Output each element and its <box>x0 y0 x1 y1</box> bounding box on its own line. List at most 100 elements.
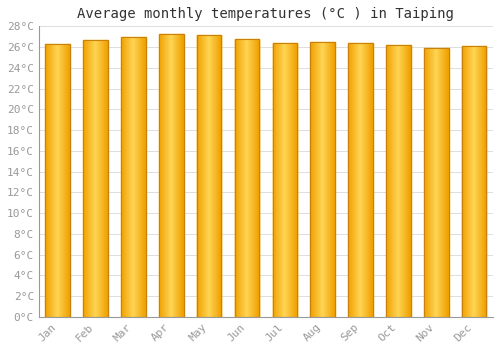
Bar <box>95 40 96 317</box>
Bar <box>162 34 164 317</box>
Bar <box>484 46 485 317</box>
Bar <box>174 34 175 317</box>
Bar <box>321 42 322 317</box>
Bar <box>121 37 122 317</box>
Bar <box>462 46 463 317</box>
Bar <box>69 44 70 317</box>
Bar <box>370 43 371 317</box>
Bar <box>435 48 436 317</box>
Bar <box>290 43 291 317</box>
Bar <box>89 40 90 317</box>
Bar <box>197 35 198 317</box>
Bar <box>217 35 218 317</box>
Bar <box>210 35 211 317</box>
Bar <box>202 35 203 317</box>
Bar <box>250 39 252 317</box>
Bar <box>462 46 486 317</box>
Bar <box>350 43 352 317</box>
Bar <box>469 46 470 317</box>
Bar <box>68 44 69 317</box>
Bar <box>401 45 402 317</box>
Bar <box>64 44 65 317</box>
Bar <box>430 48 432 317</box>
Bar <box>333 42 334 317</box>
Bar <box>278 43 280 317</box>
Bar <box>348 43 349 317</box>
Bar <box>165 34 166 317</box>
Bar <box>394 45 396 317</box>
Bar <box>324 42 325 317</box>
Bar <box>404 45 405 317</box>
Bar <box>106 40 108 317</box>
Bar <box>130 37 131 317</box>
Bar <box>96 40 97 317</box>
Bar <box>276 43 277 317</box>
Bar <box>176 34 177 317</box>
Bar <box>216 35 217 317</box>
Bar <box>362 43 363 317</box>
Bar <box>313 42 314 317</box>
Bar <box>365 43 366 317</box>
Bar <box>440 48 441 317</box>
Bar <box>296 43 297 317</box>
Bar <box>283 43 284 317</box>
Bar <box>485 46 486 317</box>
Bar <box>92 40 93 317</box>
Bar <box>208 35 209 317</box>
Bar <box>409 45 410 317</box>
Bar <box>258 39 260 317</box>
Bar <box>470 46 471 317</box>
Bar <box>392 45 393 317</box>
Bar <box>444 48 445 317</box>
Bar <box>65 44 66 317</box>
Bar <box>355 43 356 317</box>
Bar <box>123 37 124 317</box>
Bar <box>465 46 466 317</box>
Bar <box>180 34 181 317</box>
Bar <box>286 43 288 317</box>
Bar <box>60 44 61 317</box>
Bar <box>218 35 219 317</box>
Bar <box>234 39 260 317</box>
Bar <box>393 45 394 317</box>
Bar <box>144 37 145 317</box>
Bar <box>334 42 335 317</box>
Bar <box>274 43 275 317</box>
Bar <box>478 46 479 317</box>
Bar <box>311 42 312 317</box>
Bar <box>201 35 202 317</box>
Bar <box>170 34 172 317</box>
Bar <box>252 39 253 317</box>
Bar <box>281 43 282 317</box>
Bar <box>247 39 248 317</box>
Bar <box>90 40 92 317</box>
Bar <box>310 42 311 317</box>
Bar <box>482 46 484 317</box>
Bar <box>358 43 360 317</box>
Bar <box>356 43 357 317</box>
Bar <box>480 46 481 317</box>
Bar <box>481 46 482 317</box>
Bar <box>293 43 294 317</box>
Bar <box>59 44 60 317</box>
Bar <box>432 48 433 317</box>
Bar <box>354 43 355 317</box>
Bar <box>426 48 427 317</box>
Bar <box>348 43 373 317</box>
Bar <box>169 34 170 317</box>
Bar <box>405 45 406 317</box>
Bar <box>213 35 214 317</box>
Bar <box>476 46 477 317</box>
Bar <box>105 40 106 317</box>
Bar <box>182 34 183 317</box>
Bar <box>326 42 327 317</box>
Bar <box>175 34 176 317</box>
Bar <box>48 44 49 317</box>
Bar <box>124 37 125 317</box>
Bar <box>275 43 276 317</box>
Bar <box>391 45 392 317</box>
Bar <box>256 39 257 317</box>
Bar <box>138 37 139 317</box>
Bar <box>280 43 281 317</box>
Bar <box>214 35 216 317</box>
